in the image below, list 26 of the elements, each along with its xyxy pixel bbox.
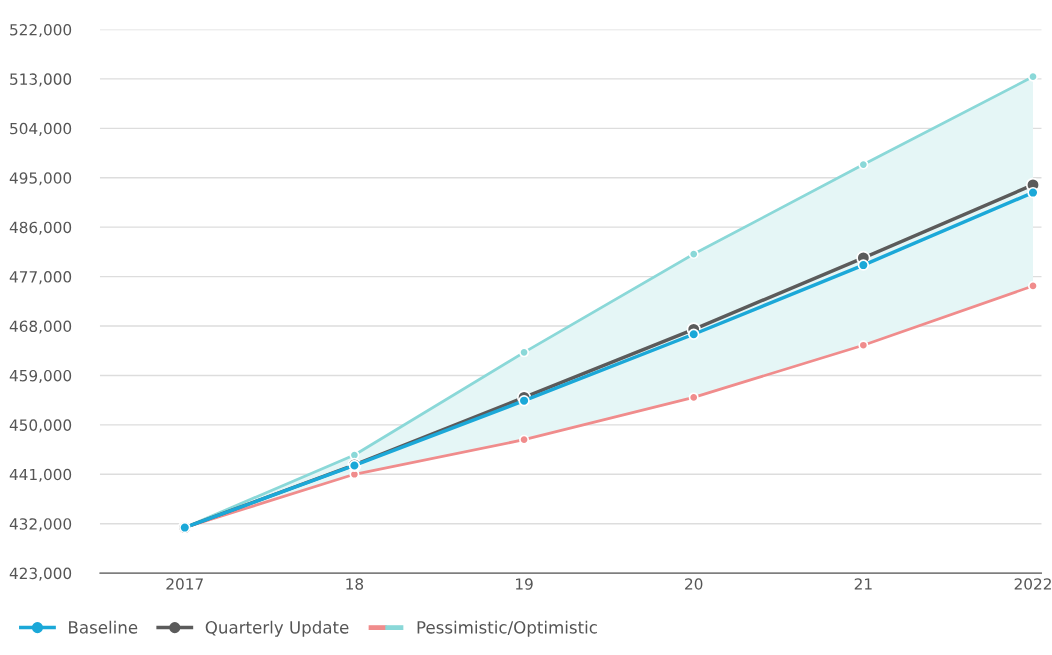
y-tick-label: 432,000 [9,518,72,532]
x-tick-label: 18 [346,578,364,590]
x-tick-label: 20 [685,578,703,590]
point [688,249,699,260]
y-tick-label: 477,000 [9,271,72,285]
point [688,328,700,340]
x-tick-label: 2022 [1014,578,1051,590]
legend-label: Pessimistic/Optimistic [417,620,597,637]
y-tick-label: 441,000 [9,468,72,482]
y-tick-label: 504,000 [10,122,72,136]
y-tick-label: 486,000 [9,221,72,235]
point [518,394,530,407]
x-tick-label: 21 [854,578,872,590]
point [1027,280,1038,291]
y-tick-label: 423,000 [9,567,72,581]
y-tick-label: 450,000 [9,419,72,433]
x-tick-label: 2017 [166,578,203,590]
point [857,259,870,271]
legend-label: Quarterly Update [205,620,349,637]
legend-label: Baseline [69,620,138,634]
x-tick-label: 19 [516,578,533,590]
y-tick-label: 468,000 [9,320,72,334]
y-tick-label: 513,000 [10,73,72,87]
y-tick-label: 522,000 [10,23,72,38]
y-tick-label: 459,000 [9,369,72,384]
y-tick-label: 495,000 [9,172,72,186]
